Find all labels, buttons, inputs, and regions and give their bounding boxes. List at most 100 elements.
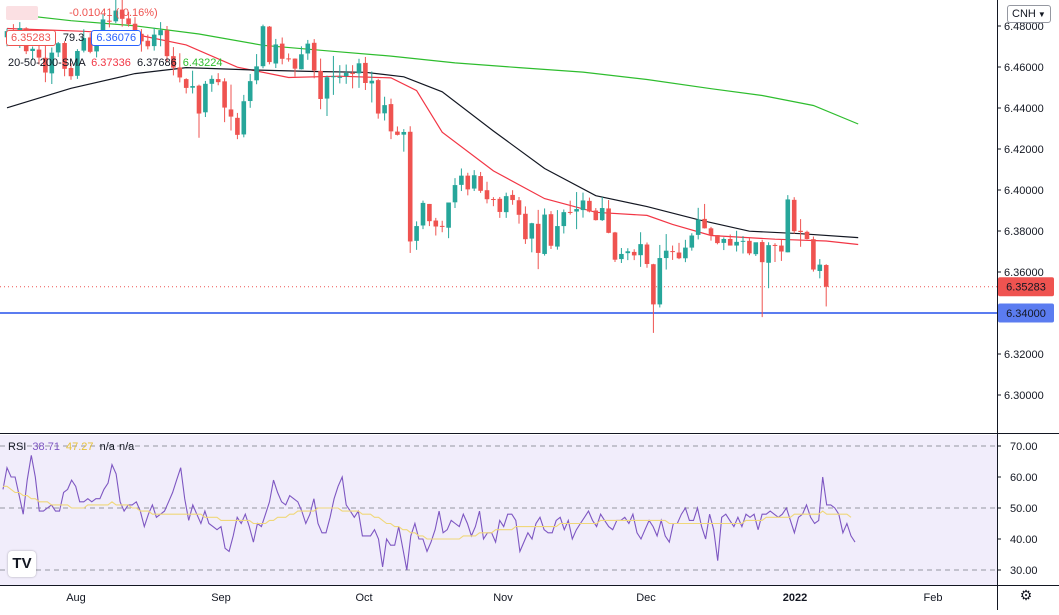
candle-body[interactable] [87,37,93,52]
candle-body[interactable] [823,265,829,287]
candle-body[interactable] [139,33,144,42]
candle-body[interactable] [375,80,381,114]
candle-body[interactable] [510,194,515,201]
candle-body[interactable] [471,175,477,189]
candle-body[interactable] [62,43,67,69]
candle-body[interactable] [260,26,266,67]
candle-body[interactable] [401,131,407,135]
candle-body[interactable] [305,43,311,54]
ask-button[interactable]: 6.36076 [91,30,142,46]
candle-body[interactable] [478,176,483,191]
candle-body[interactable] [107,20,112,22]
candle-body[interactable] [241,101,247,135]
candle-body[interactable] [55,43,61,53]
candle-body[interactable] [151,34,157,47]
candle-body[interactable] [177,67,183,78]
candle-body[interactable] [356,63,362,74]
candle-body[interactable] [580,200,586,211]
candle-body[interactable] [695,219,701,235]
candle-body[interactable] [523,213,528,240]
candle-body[interactable] [606,208,611,233]
candle-body[interactable] [164,30,170,57]
candle-body[interactable] [196,85,202,114]
candle-body[interactable] [542,214,547,254]
candle-body[interactable] [715,235,720,244]
candle-body[interactable] [279,43,285,59]
candle-body[interactable] [273,44,279,64]
candle-body[interactable] [75,51,80,76]
candle-body[interactable] [689,235,695,248]
candle-body[interactable] [350,72,355,74]
candle-body[interactable] [555,226,560,247]
candle-body[interactable] [817,264,823,271]
rsi-ma-line[interactable] [3,485,852,540]
candle-body[interactable] [676,252,682,259]
candle-body[interactable] [388,104,394,132]
candle-body[interactable] [337,76,343,78]
price-axis[interactable]: 6.48000 6.46000 6.44000 6.42000 6.40000 6.380… [997,21,1044,402]
candle-body[interactable] [683,247,688,259]
candle-body[interactable] [567,211,573,213]
candle-body[interactable] [30,48,35,52]
candle-body[interactable] [49,52,55,74]
candle-body[interactable] [734,241,739,246]
candle-body[interactable] [126,18,131,25]
candle-body[interactable] [420,202,426,226]
candle-body[interactable] [548,214,554,246]
candle-body[interactable] [811,239,816,270]
candle-body[interactable] [651,264,656,305]
candle-body[interactable] [286,58,291,60]
candle-body[interactable] [535,223,541,253]
candle-body[interactable] [708,228,714,236]
candle-body[interactable] [772,244,778,246]
candle-body[interactable] [747,240,752,254]
candle-body[interactable] [766,245,771,263]
candle-body[interactable] [132,23,138,36]
candle-body[interactable] [311,42,317,71]
candle-body[interactable] [190,86,195,88]
candle-body[interactable] [785,199,791,253]
rsi-line[interactable] [2,455,856,571]
candle-body[interactable] [657,258,663,305]
candle-body[interactable] [36,49,42,58]
candle-body[interactable] [529,223,535,239]
candle-body[interactable] [574,209,579,212]
candle-body[interactable] [465,175,471,190]
candle-body[interactable] [599,208,605,221]
candle-body[interactable] [497,198,503,212]
candle-body[interactable] [727,238,733,246]
candle-body[interactable] [491,199,496,201]
symbol-dropdown[interactable]: CNH ▼ [1007,5,1051,23]
bid-button[interactable]: 6.35283 [6,30,56,46]
candle-body[interactable] [363,62,368,83]
candle-body[interactable] [439,225,445,227]
candle-body[interactable] [68,68,74,77]
candle-body[interactable] [183,79,189,88]
candle-body[interactable] [612,232,618,260]
candle-body[interactable] [292,58,298,69]
candle-body[interactable] [503,196,509,213]
candle-body[interactable] [343,72,349,77]
candle-body[interactable] [407,131,413,242]
candle-body[interactable] [145,40,151,47]
candle-body[interactable] [299,54,304,70]
candle-body[interactable] [561,212,567,227]
candle-body[interactable] [427,203,432,222]
candle-body[interactable] [644,244,650,265]
candle-body[interactable] [395,131,400,135]
sma50-line[interactable] [6,66,859,239]
candle-body[interactable] [804,231,810,239]
candle-body[interactable] [587,200,592,212]
candle-body[interactable] [631,251,637,256]
candle-body[interactable] [516,200,522,215]
candle-body[interactable] [625,251,631,254]
candle-body[interactable] [721,238,727,243]
candle-body[interactable] [222,81,227,108]
candle-body[interactable] [638,244,643,256]
candle-body[interactable] [619,253,624,260]
candle-body[interactable] [382,105,387,114]
candle-body[interactable] [81,38,87,51]
candle-body[interactable] [798,230,803,233]
candle-body[interactable] [779,245,784,252]
